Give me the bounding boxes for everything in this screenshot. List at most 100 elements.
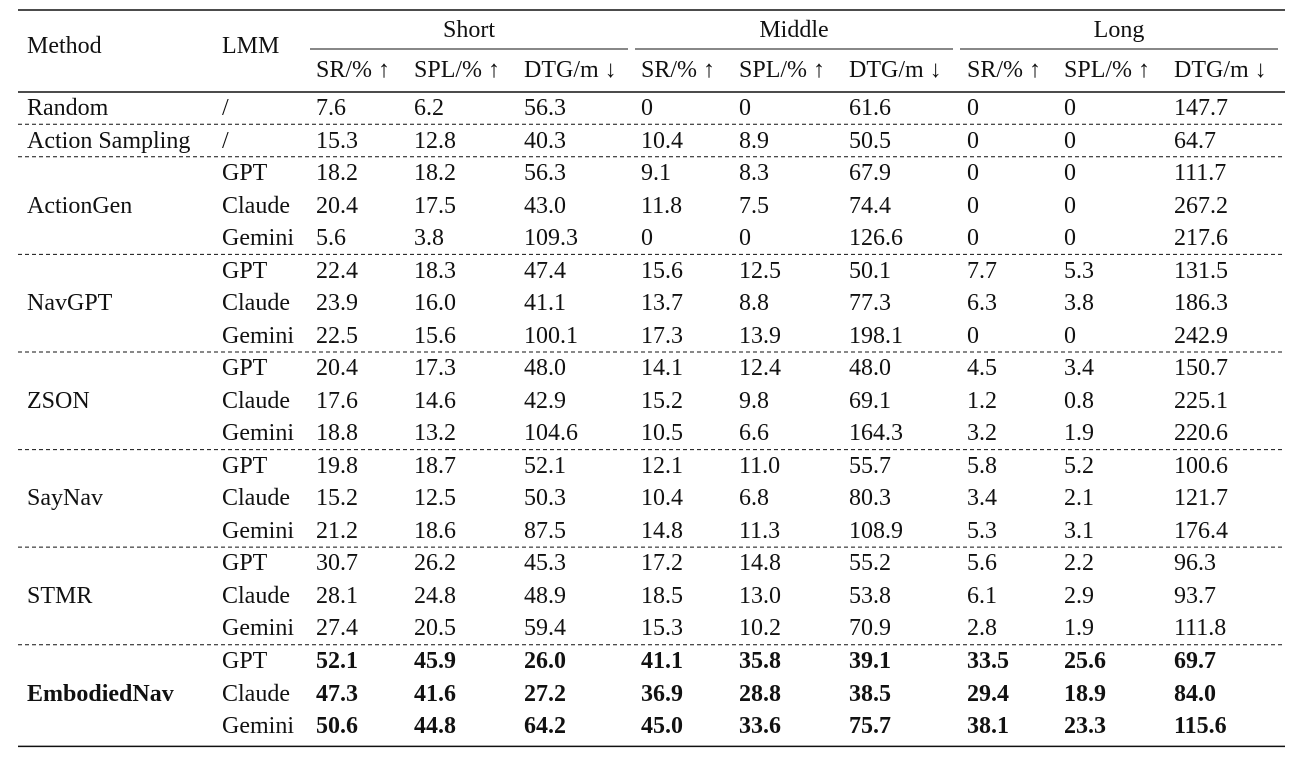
method-name: ZSON [27, 387, 90, 414]
cell-value: 15.2 [316, 485, 358, 512]
cell-value: 13.0 [739, 582, 781, 609]
cell-value: 7.5 [739, 192, 769, 219]
cell-value: 111.8 [1174, 615, 1227, 642]
cell-value: 36.9 [641, 680, 683, 707]
cell-value: 47.4 [524, 257, 566, 284]
cell-value: 24.8 [414, 582, 456, 609]
cell-value: 10.4 [641, 127, 683, 154]
cell-value: 3.8 [414, 225, 444, 252]
group-header: Long [1093, 17, 1145, 43]
cell-value: 61.6 [849, 95, 891, 121]
cell-value: 45.3 [524, 550, 566, 577]
cell-value: 33.6 [739, 713, 781, 740]
cell-value: 41.1 [524, 290, 566, 317]
cell-value: 26.0 [524, 648, 566, 674]
lmm-name: GPT [222, 160, 268, 187]
cell-value: 39.1 [849, 648, 891, 674]
cell-value: 18.2 [414, 160, 456, 187]
cell-value: 100.1 [524, 322, 578, 349]
cell-value: 0 [1064, 225, 1076, 252]
cell-value: 15.6 [641, 257, 683, 284]
method-name: NavGPT [27, 290, 113, 317]
cell-value: 225.1 [1174, 387, 1228, 414]
cell-value: 18.3 [414, 257, 456, 284]
cell-value: 5.3 [967, 517, 997, 544]
lmm-name: Gemini [222, 225, 294, 252]
cell-value: 13.2 [414, 420, 456, 447]
cell-value: 64.2 [524, 713, 566, 740]
cell-value: 0 [967, 95, 979, 121]
cell-value: 48.0 [524, 355, 566, 382]
lmm-name: GPT [222, 550, 268, 577]
cell-value: 0 [1064, 95, 1076, 121]
cell-value: 17.6 [316, 387, 358, 414]
cell-value: 29.4 [967, 680, 1009, 707]
lmm-name: GPT [222, 257, 268, 284]
cell-value: 10.4 [641, 485, 683, 512]
cell-value: 18.6 [414, 517, 456, 544]
cell-value: 0 [967, 127, 979, 154]
cell-value: 21.2 [316, 517, 358, 544]
cell-value: 15.3 [316, 127, 358, 154]
column-header: SR/% ↑ [316, 57, 391, 83]
cell-value: 111.7 [1174, 160, 1227, 187]
lmm-name: Claude [222, 485, 290, 512]
cell-value: 104.6 [524, 420, 578, 447]
cell-value: 47.3 [316, 680, 358, 707]
cell-value: 50.1 [849, 257, 891, 284]
cell-value: 176.4 [1174, 517, 1228, 544]
cell-value: 55.7 [849, 452, 891, 479]
cell-value: 12.4 [739, 355, 781, 382]
cell-value: 50.3 [524, 485, 566, 512]
cell-value: 18.9 [1064, 680, 1106, 707]
cell-value: 9.1 [641, 160, 671, 187]
cell-value: 93.7 [1174, 582, 1216, 609]
cell-value: 18.8 [316, 420, 358, 447]
cell-value: 19.8 [316, 452, 358, 479]
cell-value: 1.9 [1064, 615, 1094, 642]
cell-value: 2.1 [1064, 485, 1094, 512]
column-header: DTG/m ↓ [849, 57, 942, 83]
cell-value: 18.5 [641, 582, 683, 609]
cell-value: 131.5 [1174, 257, 1228, 284]
cell-value: 44.8 [414, 713, 456, 740]
method-name: Action Sampling [27, 127, 191, 154]
lmm-name: Claude [222, 192, 290, 219]
lmm-name: Claude [222, 582, 290, 609]
cell-value: 0 [739, 95, 751, 121]
cell-value: 3.8 [1064, 290, 1094, 317]
cell-value: 3.1 [1064, 517, 1094, 544]
cell-value: 20.4 [316, 192, 358, 219]
cell-value: 14.8 [739, 550, 781, 577]
cell-value: 186.3 [1174, 290, 1228, 317]
cell-value: 28.8 [739, 680, 781, 707]
cell-value: 64.7 [1174, 127, 1216, 154]
cell-value: 16.0 [414, 290, 456, 317]
cell-value: 53.8 [849, 582, 891, 609]
lmm-name: Claude [222, 387, 290, 414]
cell-value: 40.3 [524, 127, 566, 154]
cell-value: 27.4 [316, 615, 358, 642]
lmm-name: GPT [222, 648, 268, 674]
cell-value: 147.7 [1174, 95, 1228, 121]
cell-value: 8.3 [739, 160, 769, 187]
cell-value: 121.7 [1174, 485, 1228, 512]
cell-value: 23.3 [1064, 713, 1106, 740]
cell-value: 15.6 [414, 322, 456, 349]
cell-value: 267.2 [1174, 192, 1228, 219]
cell-value: 0 [967, 160, 979, 187]
cell-value: 43.0 [524, 192, 566, 219]
cell-value: 0 [1064, 322, 1076, 349]
cell-value: 56.3 [524, 160, 566, 187]
cell-value: 14.6 [414, 387, 456, 414]
cell-value: 52.1 [524, 452, 566, 479]
cell-value: 75.7 [849, 713, 891, 740]
cell-value: 52.1 [316, 648, 358, 674]
method-name: SayNav [27, 485, 103, 512]
cell-value: 3.4 [1064, 355, 1094, 382]
cell-value: 10.2 [739, 615, 781, 642]
cell-value: 17.5 [414, 192, 456, 219]
cell-value: 2.9 [1064, 582, 1094, 609]
cell-value: 6.3 [967, 290, 997, 317]
cell-value: 8.9 [739, 127, 769, 154]
